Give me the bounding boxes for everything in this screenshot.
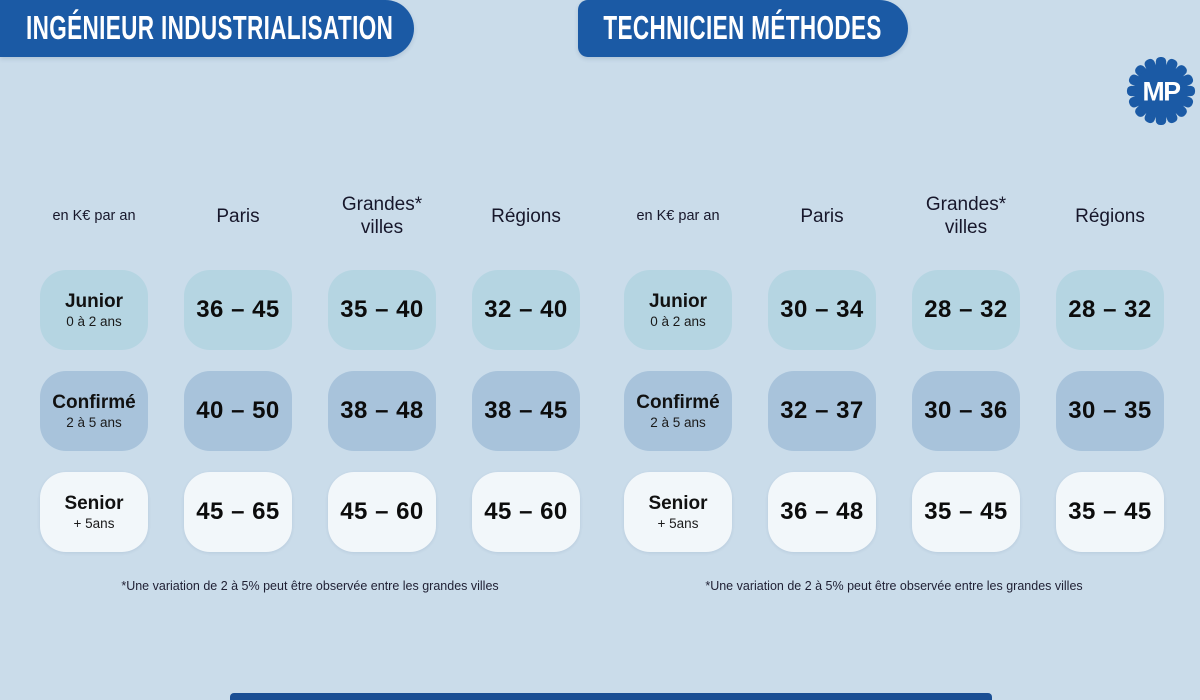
column-header-grandes-villes: Grandes* villes: [341, 194, 423, 238]
salary-table-technicien: en K€ par an Paris Grandes* villes Régio…: [624, 185, 1164, 593]
title-banner-technicien: TECHNICIEN MÉTHODES: [578, 0, 908, 57]
gear-icon: MP: [1126, 56, 1196, 126]
footnote: *Une variation de 2 à 5% peut être obser…: [121, 579, 499, 593]
salary-cell: 40 – 50: [184, 371, 292, 451]
salary-cell: 32 – 37: [768, 371, 876, 451]
page-title: INGÉNIEUR INDUSTRIALISATION: [26, 9, 394, 47]
column-header-regions: Régions: [1075, 205, 1145, 227]
page-title: TECHNICIEN MÉTHODES: [603, 9, 883, 47]
unit-label: en K€ par an: [52, 208, 136, 225]
level-cell: Confirmé 2 à 5 ans: [624, 371, 732, 451]
salary-cell: 30 – 36: [912, 371, 1020, 451]
salary-cell: 45 – 60: [328, 472, 436, 552]
salary-cell: 30 – 35: [1056, 371, 1164, 451]
title-banner-ingenieur: INGÉNIEUR INDUSTRIALISATION: [0, 0, 414, 57]
unit-label: en K€ par an: [636, 208, 720, 225]
level-cell: Senior + 5ans: [40, 472, 148, 552]
salary-cell: 45 – 65: [184, 472, 292, 552]
salary-cell: 38 – 45: [472, 371, 580, 451]
salary-cell: 45 – 60: [472, 472, 580, 552]
table-grid: en K€ par an Paris Grandes* villes Régio…: [624, 185, 1164, 552]
salary-cell: 35 – 40: [328, 270, 436, 350]
salary-cell: 28 – 32: [912, 270, 1020, 350]
salary-cell: 38 – 48: [328, 371, 436, 451]
logo-text: MP: [1143, 77, 1181, 107]
bottom-accent-bar: [230, 693, 992, 700]
level-cell: Senior + 5ans: [624, 472, 732, 552]
level-cell: Junior 0 à 2 ans: [40, 270, 148, 350]
column-header-regions: Régions: [491, 205, 561, 227]
column-header-paris: Paris: [800, 205, 844, 227]
brand-logo: MP: [1124, 54, 1198, 128]
salary-cell: 32 – 40: [472, 270, 580, 350]
salary-cell: 36 – 45: [184, 270, 292, 350]
salary-cell: 28 – 32: [1056, 270, 1164, 350]
column-header-paris: Paris: [216, 205, 260, 227]
salary-cell: 30 – 34: [768, 270, 876, 350]
salary-cell: 36 – 48: [768, 472, 876, 552]
footnote: *Une variation de 2 à 5% peut être obser…: [705, 579, 1083, 593]
salary-cell: 35 – 45: [1056, 472, 1164, 552]
table-grid: en K€ par an Paris Grandes* villes Régio…: [40, 185, 580, 552]
salary-table-ingenieur: en K€ par an Paris Grandes* villes Régio…: [40, 185, 580, 593]
column-header-grandes-villes: Grandes* villes: [925, 194, 1007, 238]
salary-cell: 35 – 45: [912, 472, 1020, 552]
level-cell: Junior 0 à 2 ans: [624, 270, 732, 350]
level-cell: Confirmé 2 à 5 ans: [40, 371, 148, 451]
